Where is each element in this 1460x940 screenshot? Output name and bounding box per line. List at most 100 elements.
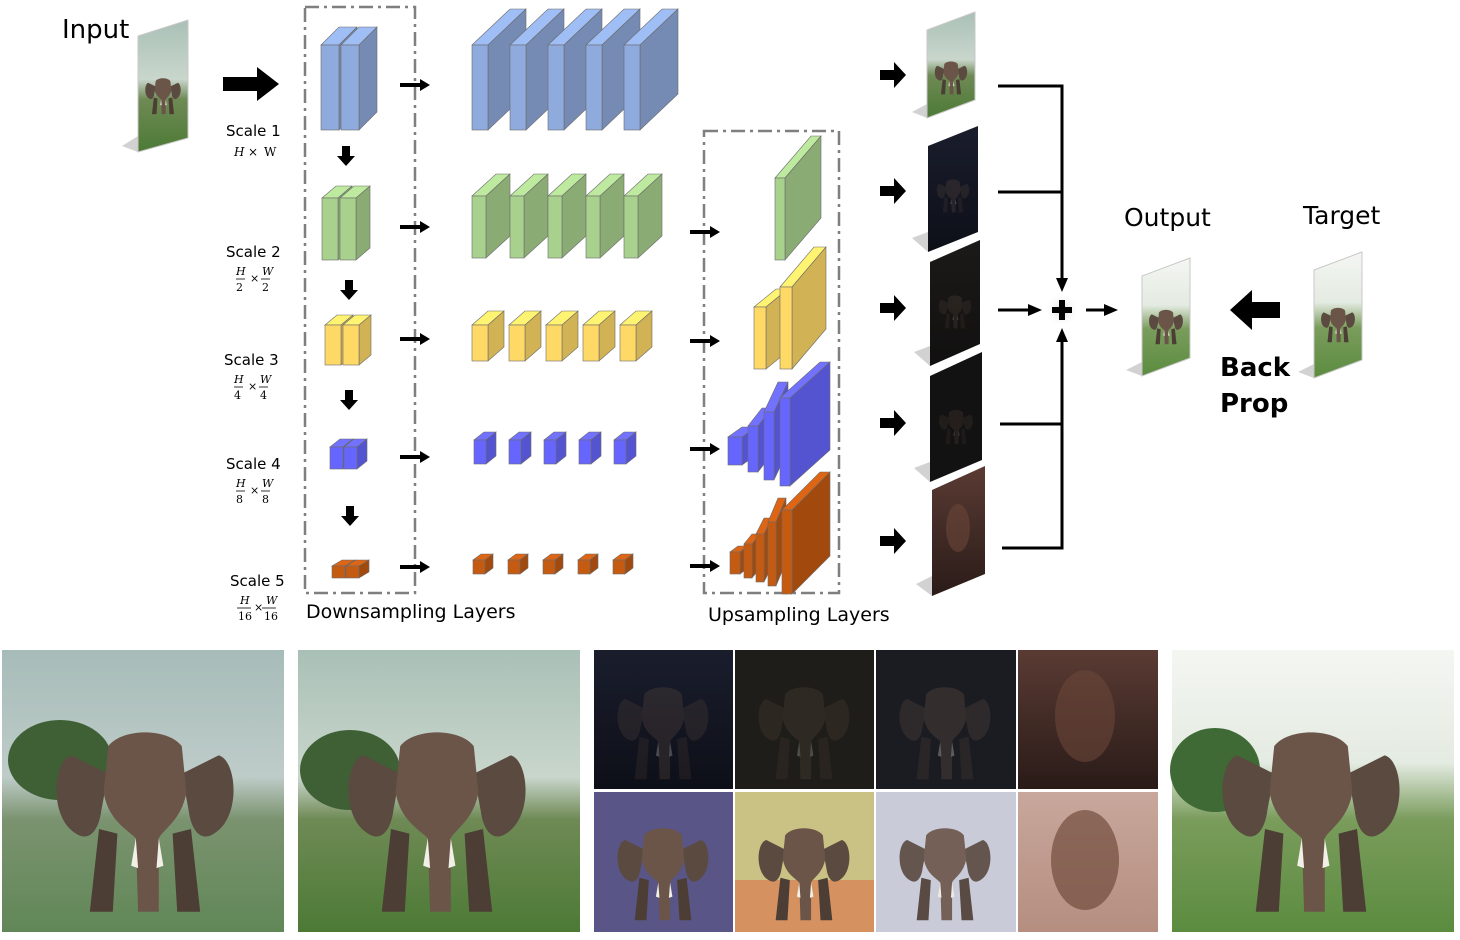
scale-dim-times: × [254,601,263,614]
right-arrow-icon-down-1 [400,79,430,91]
output-image [1126,257,1191,377]
result-image-2 [298,650,580,932]
conv-block-2-3 [547,173,587,259]
scale-output-4-image [914,352,982,482]
right-arrow-icon-down-3 [400,333,430,345]
scale-dim-num-w: W [262,265,275,278]
scale-name: Scale 1 [226,122,281,140]
scale-dim-num-h: H [235,477,246,490]
scale-dim-den-w: 4 [260,389,267,402]
right-arrow-icon-down-5 [400,561,430,573]
conv-block-2-4 [585,173,625,259]
scale-dim-den-h: 16 [238,610,252,623]
scale-dim-den-h: 4 [234,389,241,402]
conv-block-5-4 [577,553,599,575]
scale-dim-den-w: 8 [262,493,269,506]
right-arrow-icon-out-4 [880,410,906,436]
input-label: Input [62,15,129,45]
result-image-final [1170,650,1454,932]
scale-dim-h: H [233,145,245,159]
conv-block-5-1 [472,553,494,575]
prop-label: Prop [1220,389,1288,419]
scale-dim-times: × [250,484,259,497]
downsampling-dashed-box [303,5,417,595]
upsample-block-3-2 [779,246,827,370]
scale-4-label: Scale 4H8×W8 [226,455,281,506]
scale-name: Scale 2 [226,243,281,261]
scale-dim-num-h: H [233,373,244,386]
right-arrow-icon-out-2 [880,178,906,204]
scale-output-2-image [912,126,978,252]
downsample-block-5b [344,559,371,579]
scale-dim-den-h: 8 [236,493,243,506]
down-arrow-icon-3 [340,390,358,410]
back-prop-arrow-icon [1230,290,1280,330]
input-arrow-icon [223,67,279,101]
upsampling-label: Upsampling Layers [708,604,890,626]
merge-arrowhead-left [1028,304,1042,316]
conv-block-5-3 [542,553,564,575]
decomposition-grid [594,650,1158,932]
conv-block-5-5 [612,553,634,575]
conv-block-3-2 [508,310,542,362]
scale-dim-times: × [248,380,257,393]
down-arrow-icon-2 [340,280,358,300]
merge-arrowhead-top [1056,278,1068,292]
scale-dim-num-w: W [266,594,279,607]
down-arrow-icon-4 [341,506,359,526]
upsample-block-5-5 [781,471,831,595]
downsample-block-2b [339,185,371,261]
conv-block-3-5 [619,310,653,362]
right-arrow-icon-down-4 [400,451,430,463]
conv-block-4-3 [543,431,567,465]
conv-block-3-3 [545,310,579,362]
result-image-1 [2,650,284,932]
scale-name: Scale 3 [224,351,279,369]
scale-5-label: Scale 5 H 16×W 16 [230,572,285,623]
down-arrow-icon-1 [337,146,355,166]
right-arrow-icon-out-3 [880,295,906,321]
upsample-block-2-1 [774,135,822,261]
conv-block-2-1 [471,173,511,259]
scale-2-label: Scale 2H2×W2 [226,243,281,294]
output-label: Output [1124,203,1211,232]
conv-block-3-4 [582,310,616,362]
scale-dim-den-h: 2 [236,281,243,294]
conv-block-2-2 [509,173,549,259]
scale-name: Scale 5 [230,572,285,590]
target-label: Target [1302,201,1381,230]
scale-dim-den-w: 16 [264,610,278,623]
right-arrow-icon-up-1 [690,226,720,238]
scale-dim-num-h: H [239,594,250,607]
merge-arrowhead-right [1104,304,1118,316]
downsampling-label: Downsampling Layers [306,601,516,623]
conv-block-4-4 [578,431,602,465]
right-arrow-icon-out-5 [880,528,906,554]
right-arrow-icon-up-4 [690,560,720,572]
upsampling-dashed-box [702,129,841,595]
merge-lines [998,84,1106,550]
scale-dim-w: W [264,145,277,159]
conv-block-2-5 [623,173,663,259]
target-image [1298,251,1363,379]
conv-block-5-2 [507,553,529,575]
scale-1-label: Scale 1 H × W [226,122,281,159]
scale-dim-num-w: W [260,373,273,386]
scale-output-3-image [914,240,980,366]
right-arrow-icon-down-2 [400,221,430,233]
scale-dim-times: × [248,145,258,159]
conv-block-4-1 [473,431,497,465]
back-label: Back [1220,353,1291,383]
right-arrow-icon-up-2 [690,335,720,347]
scale-3-label: Scale 3H4×W4 [224,351,279,402]
scale-dim-times: × [250,272,259,285]
right-arrow-icon-out-1 [880,62,906,88]
downsample-block-3b [342,314,372,366]
scale-name: Scale 4 [226,455,281,473]
conv-block-4-2 [508,431,532,465]
scale-output-1-image [912,11,976,119]
downsample-block-1b [340,26,378,131]
conv-block-3-1 [471,310,505,362]
scale-output-5-image [916,466,985,596]
